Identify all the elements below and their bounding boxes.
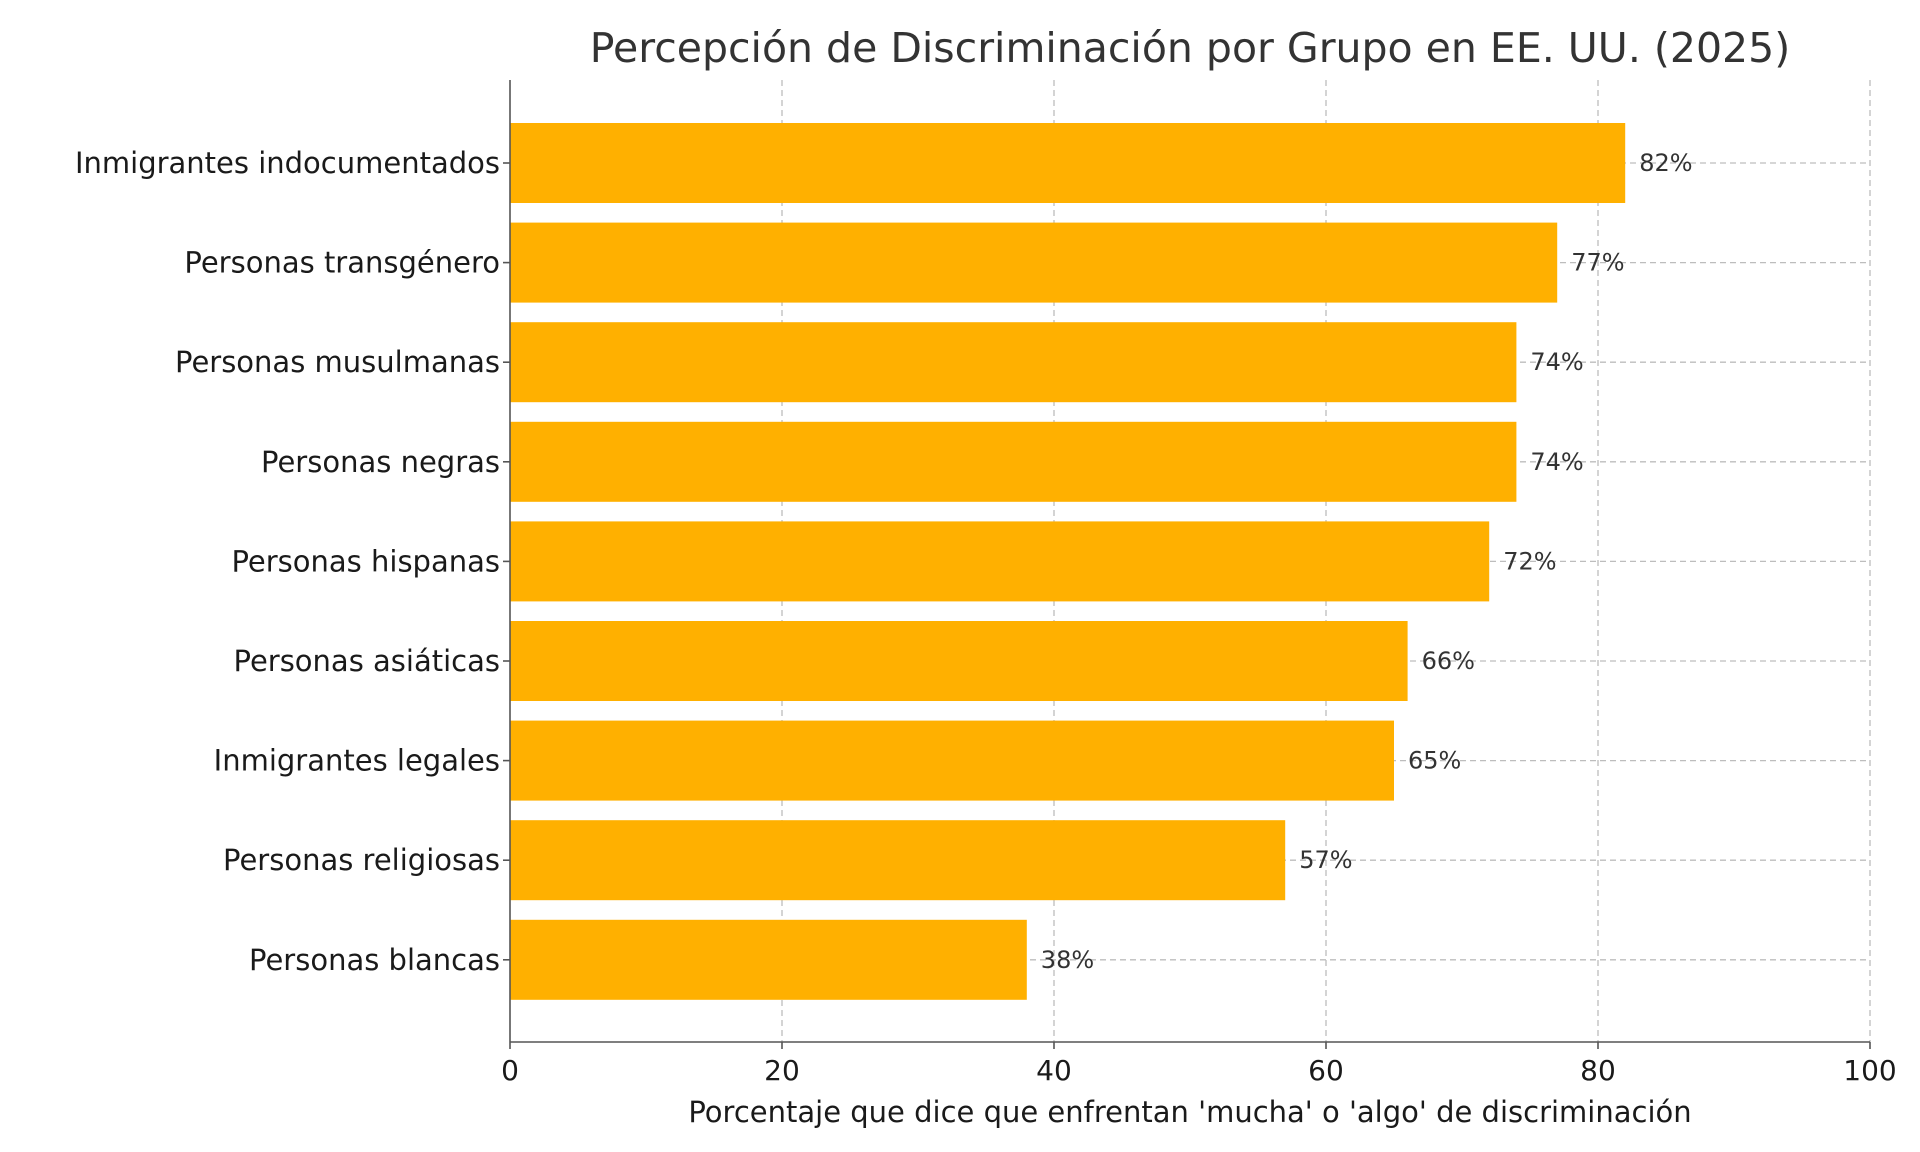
- x-axis-title: Porcentaje que dice que enfrentan 'mucha…: [688, 1095, 1691, 1129]
- bar-value-label: 65%: [1408, 747, 1461, 775]
- category-label: Inmigrantes indocumentados: [75, 146, 500, 180]
- category-label: Inmigrantes legales: [214, 744, 500, 778]
- x-tick-label: 80: [1580, 1054, 1616, 1087]
- bar-value-label: 57%: [1299, 846, 1352, 874]
- category-label: Personas religiosas: [223, 843, 500, 877]
- bar-value-label: 72%: [1503, 547, 1556, 575]
- axes: [503, 80, 1871, 1049]
- bar-value-label: 66%: [1422, 647, 1475, 675]
- category-label: Personas negras: [261, 445, 500, 479]
- x-tick-label: 0: [501, 1054, 519, 1087]
- category-label: Personas musulmanas: [175, 345, 500, 379]
- bars: [510, 123, 1626, 1000]
- category-label: Personas blancas: [249, 943, 500, 977]
- category-label: Personas transgénero: [184, 246, 500, 280]
- x-tick-label: 40: [1036, 1054, 1072, 1087]
- bar: [510, 421, 1517, 502]
- bar: [510, 123, 1626, 203]
- x-tick-label: 20: [764, 1054, 800, 1087]
- bar-value-label: 74%: [1530, 348, 1583, 376]
- x-tick-label: 60: [1308, 1054, 1344, 1087]
- bar: [510, 919, 1027, 1000]
- bar-value-label: 77%: [1571, 249, 1624, 277]
- bar-value-label: 74%: [1530, 448, 1583, 476]
- bar-value-label: 82%: [1639, 149, 1692, 177]
- category-label: Personas hispanas: [231, 544, 500, 578]
- bar: [510, 521, 1490, 602]
- bar: [510, 820, 1286, 901]
- bar-value-label: 38%: [1041, 946, 1094, 974]
- chart-title: Percepción de Discriminación por Grupo e…: [590, 24, 1790, 72]
- labels: 82% Inmigrantes indocumentados 77% Personas…: [75, 146, 1897, 1087]
- bar: [510, 322, 1517, 403]
- bar: [510, 720, 1394, 801]
- bar: [510, 222, 1558, 303]
- category-label: Personas asiáticas: [233, 644, 500, 678]
- bar: [510, 621, 1408, 701]
- x-tick-label: 100: [1843, 1054, 1896, 1087]
